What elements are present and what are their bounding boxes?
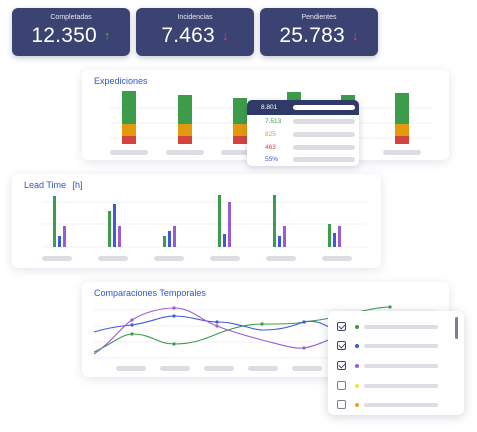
lead-time-card: Lead Time [h] [12, 174, 381, 268]
checkbox-unchecked-icon[interactable] [337, 400, 346, 409]
checkbox-unchecked-icon[interactable] [337, 381, 346, 390]
tooltip-label-bar [293, 105, 355, 110]
expediciones-tooltip: 8.801 7.513 825 463 55% [247, 100, 359, 166]
stacked-bar[interactable] [233, 98, 247, 144]
tooltip-row: 55% [247, 153, 359, 166]
kpi-number: 12.350 [31, 24, 97, 47]
kpi-pendientes[interactable]: Pendientes 25.783 ↓ [260, 8, 378, 56]
tooltip-value: 7.513 [265, 118, 282, 125]
kpi-label: Completadas [50, 14, 92, 21]
stacked-bar[interactable] [122, 91, 136, 144]
series-option[interactable] [337, 381, 447, 393]
series-color-dot [355, 324, 359, 329]
expediciones-title: Expediciones [94, 76, 148, 86]
tooltip-value: 463 [265, 144, 276, 151]
series-option[interactable] [337, 400, 447, 412]
tooltip-value: 55% [265, 156, 279, 163]
series-color-dot [355, 383, 359, 388]
kpi-number: 25.783 [279, 24, 345, 47]
tooltip-row: 463 [247, 141, 359, 154]
tooltip-header: 8.801 [247, 100, 359, 115]
scrollbar-thumb[interactable] [455, 317, 458, 339]
series-label-bar [364, 403, 438, 407]
lead-time-title: Lead Time [h] [24, 180, 83, 190]
series-selector [328, 311, 464, 415]
tooltip-value: 825 [265, 131, 276, 138]
comparaciones-chart [93, 305, 437, 371]
series-color-dot [355, 343, 359, 348]
tooltip-label-bar [293, 132, 355, 137]
stacked-bar[interactable] [178, 95, 192, 144]
tooltip-total: 8.801 [261, 104, 278, 111]
series-label-bar [364, 384, 438, 388]
kpi-number: 7.463 [161, 24, 215, 47]
tooltip-label-bar [293, 119, 355, 124]
series-option[interactable] [337, 361, 447, 373]
kpi-label: Incidencias [177, 14, 213, 21]
series-option[interactable] [337, 341, 447, 353]
checkbox-checked-icon[interactable] [337, 361, 346, 370]
checkbox-checked-icon[interactable] [337, 322, 346, 331]
series-label-bar [364, 344, 438, 348]
kpi-value: 25.783 ↓ [260, 24, 378, 48]
comparaciones-title: Comparaciones Temporales [94, 288, 206, 298]
bar-group[interactable] [163, 226, 176, 247]
lead-time-chart [42, 195, 367, 261]
bar-group[interactable] [53, 196, 66, 247]
kpi-value: 12.350 ↑ [12, 24, 130, 48]
arrow-down-icon: ↓ [221, 28, 229, 43]
lead-time-label: Lead Time [24, 180, 67, 190]
series-label-bar [364, 325, 438, 329]
kpi-value: 7.463 ↓ [136, 24, 254, 48]
series-option[interactable] [337, 322, 447, 334]
tooltip-row: 825 [247, 128, 359, 141]
checkbox-checked-icon[interactable] [337, 341, 346, 350]
arrow-down-icon: ↓ [351, 28, 359, 43]
series-label-bar [364, 364, 438, 368]
bar-group[interactable] [218, 195, 231, 247]
series-color-dot [355, 402, 359, 407]
tooltip-row: 7.513 [247, 115, 359, 128]
arrow-up-icon: ↑ [103, 28, 111, 43]
lead-time-unit: [h] [72, 180, 83, 190]
bar-group[interactable] [108, 204, 121, 247]
tooltip-label-bar [293, 157, 355, 162]
stacked-bar[interactable] [395, 93, 409, 144]
kpi-completadas[interactable]: Completadas 12.350 ↑ [12, 8, 130, 56]
kpi-label: Pendientes [301, 14, 337, 21]
series-color-dot [355, 363, 359, 368]
kpi-incidencias[interactable]: Incidencias 7.463 ↓ [136, 8, 254, 56]
tooltip-label-bar [293, 145, 355, 150]
bar-group[interactable] [273, 195, 286, 247]
bar-group[interactable] [328, 224, 341, 247]
